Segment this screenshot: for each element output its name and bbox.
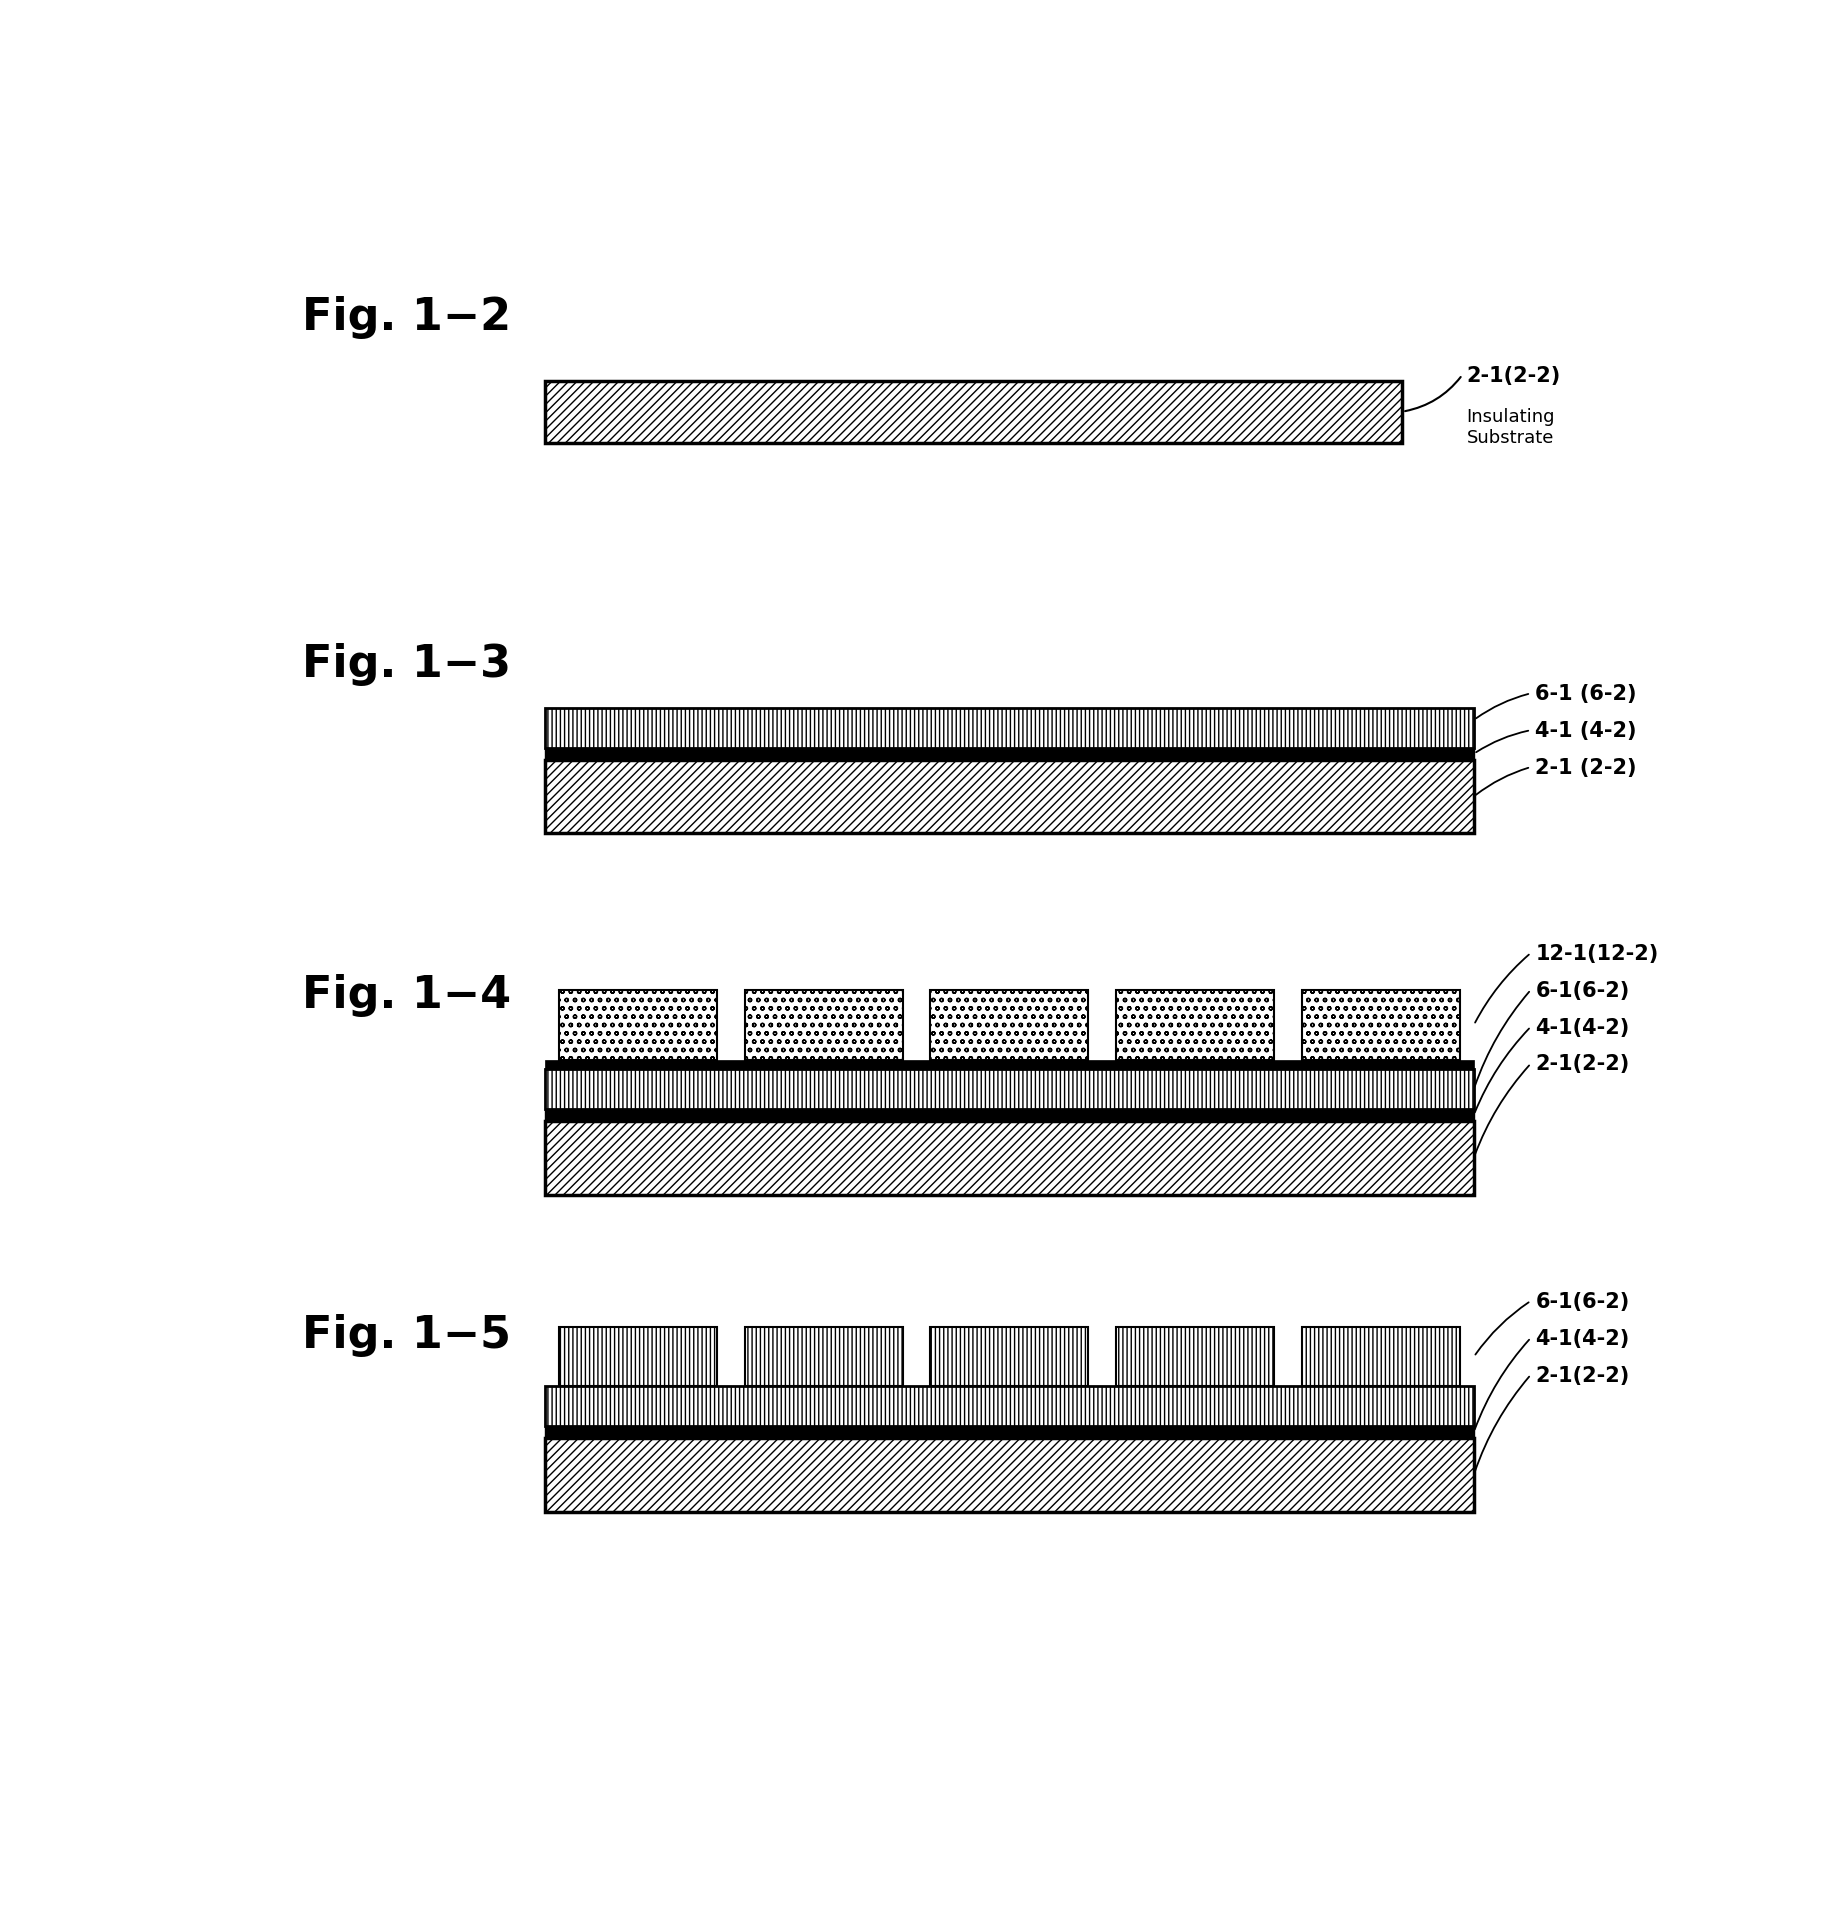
Text: 6-1(6-2): 6-1(6-2) (1536, 980, 1630, 1001)
Text: Fig. 1−3: Fig. 1−3 (302, 643, 511, 685)
Bar (559, 990, 717, 1060)
Bar (546, 1122, 1473, 1194)
Text: 12-1(12-2): 12-1(12-2) (1536, 944, 1658, 963)
Text: 2-1 (2-2): 2-1 (2-2) (1536, 758, 1637, 777)
Bar (1302, 990, 1460, 1060)
Bar (546, 1426, 1473, 1437)
Bar (546, 1437, 1473, 1512)
Text: 6-1 (6-2): 6-1 (6-2) (1536, 683, 1637, 704)
Text: 6-1(6-2): 6-1(6-2) (1536, 1292, 1630, 1311)
Bar (546, 748, 1473, 760)
Text: 4-1 (4-2): 4-1 (4-2) (1536, 722, 1637, 741)
Bar (546, 1070, 1473, 1110)
Bar (546, 1110, 1473, 1122)
Bar (931, 1328, 1088, 1386)
Text: 2-1(2-2): 2-1(2-2) (1466, 366, 1560, 385)
Bar (931, 990, 1088, 1060)
Bar (559, 1328, 717, 1386)
Bar (546, 1060, 1473, 1070)
Text: 2-1(2-2): 2-1(2-2) (1536, 1365, 1630, 1386)
Text: Fig. 1−4: Fig. 1−4 (302, 974, 511, 1016)
Bar (745, 1328, 902, 1386)
Text: 2-1(2-2): 2-1(2-2) (1536, 1055, 1630, 1074)
Bar (546, 381, 1401, 444)
Bar (745, 990, 902, 1060)
Text: 4-1(4-2): 4-1(4-2) (1536, 1016, 1630, 1037)
Bar (1116, 1328, 1274, 1386)
Bar (1302, 1328, 1460, 1386)
Bar (1116, 990, 1274, 1060)
Bar (546, 1386, 1473, 1426)
Text: Fig. 1−2: Fig. 1−2 (302, 297, 511, 339)
Bar (546, 760, 1473, 835)
Text: Fig. 1−5: Fig. 1−5 (302, 1313, 511, 1355)
Bar (546, 708, 1473, 748)
Text: 4-1(4-2): 4-1(4-2) (1536, 1328, 1630, 1347)
Text: Insulating
Substrate: Insulating Substrate (1466, 408, 1554, 446)
